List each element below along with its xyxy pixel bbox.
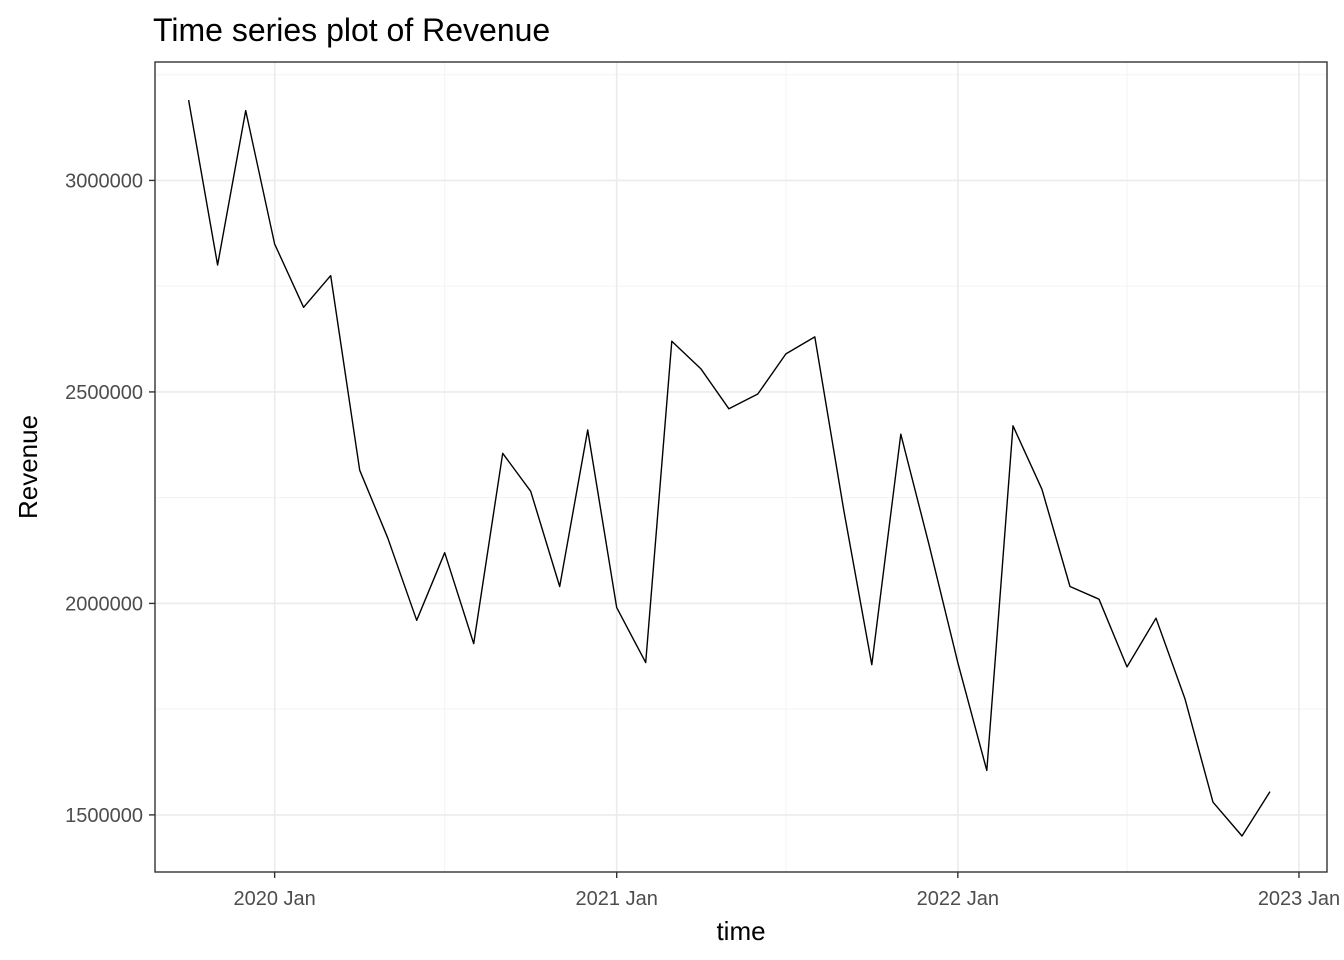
revenue-series-line (187, 99, 1271, 837)
x-tick-label: 2022 Jan (917, 888, 999, 910)
x-tick-label: 2020 Jan (233, 888, 315, 910)
y-tick-label: 3000000 (65, 170, 143, 192)
y-tick-label: 1500000 (65, 805, 143, 827)
x-tick-label: 2023 Jan (1258, 888, 1340, 910)
y-axis-title: Revenue (13, 415, 43, 519)
x-axis: 2020 Jan 2021 Jan 2022 Jan 2023 Jan (233, 872, 1340, 910)
y-axis: 1500000 2000000 2500000 3000000 (65, 170, 155, 827)
plot-panel (154, 61, 1328, 873)
x-axis-title: time (716, 916, 765, 946)
panel-border (154, 61, 1328, 873)
y-tick-label: 2000000 (65, 593, 143, 615)
grid (155, 62, 1327, 872)
y-tick-label: 2500000 (65, 382, 143, 404)
series-layer (187, 99, 1271, 837)
chart-title: Time series plot of Revenue (153, 12, 550, 48)
x-tick-label: 2021 Jan (576, 888, 658, 910)
